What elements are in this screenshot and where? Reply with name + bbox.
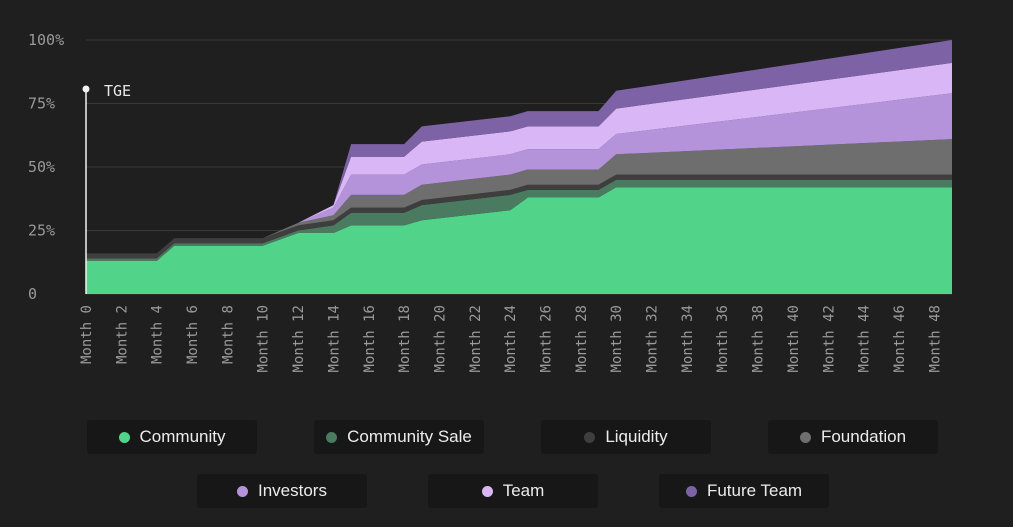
stacked-areas <box>86 40 952 294</box>
area-community <box>86 187 952 294</box>
tge-marker <box>82 85 90 93</box>
legend-label: Community <box>139 427 226 446</box>
legend-item-investors[interactable]: Investors <box>197 474 367 508</box>
x-tick-label: Month 28 <box>574 305 590 372</box>
legend-row-2: Investors Team Future Team <box>0 474 1013 508</box>
x-tick-label: Month 12 <box>291 305 307 372</box>
legend-item-foundation[interactable]: Foundation <box>768 420 938 454</box>
x-tick-label: Month 32 <box>645 305 661 372</box>
x-tick-label: Month 2 <box>114 305 130 364</box>
x-tick-label: Month 48 <box>927 305 943 372</box>
x-tick-label: Month 22 <box>468 305 484 372</box>
legend-label: Future Team <box>706 481 803 500</box>
x-tick-label: Month 34 <box>680 305 696 372</box>
liquidity-swatch-icon <box>584 431 596 443</box>
foundation-swatch-icon <box>799 431 811 443</box>
community-swatch-icon <box>118 431 130 443</box>
legend-item-community-sale[interactable]: Community Sale <box>314 420 484 454</box>
community-sale-swatch-icon <box>326 431 338 443</box>
x-tick-label: Month 20 <box>432 305 448 372</box>
x-tick-label: Month 6 <box>185 305 201 364</box>
future-team-swatch-icon <box>685 485 697 497</box>
x-tick-label: Month 14 <box>326 305 342 372</box>
x-tick-label: Month 16 <box>362 305 378 372</box>
x-tick-label: Month 24 <box>503 305 519 372</box>
vesting-chart: 0 25% 50% 75% 100% TGE Month 0 Month 2 Month 4… <box>28 31 952 372</box>
x-tick-label: Month 10 <box>256 305 272 372</box>
area-team <box>86 62 952 254</box>
area-liquidity <box>86 174 952 259</box>
tge-annotation: TGE <box>82 82 131 294</box>
x-tick-label: Month 4 <box>150 305 166 364</box>
legend-label: Foundation <box>820 427 907 446</box>
x-tick-label: Month 30 <box>609 305 625 372</box>
y-axis-ticks: 0 25% 50% 75% 100% <box>28 31 64 303</box>
x-axis-ticks: Month 0 Month 2 Month 4 Month 6 Month 8 Month… <box>79 305 943 372</box>
tge-label: TGE <box>104 82 131 100</box>
investors-swatch-icon <box>237 485 248 497</box>
x-tick-label: Month 8 <box>220 305 236 364</box>
y-tick-label: 25% <box>28 222 55 240</box>
x-tick-label: Month 44 <box>857 305 873 372</box>
y-tick-label: 100% <box>28 31 64 49</box>
y-tick-label: 0 <box>28 285 37 303</box>
area-foundation <box>86 139 952 254</box>
area-investors <box>86 93 952 254</box>
x-tick-label: Month 26 <box>539 305 555 372</box>
area-future-team <box>86 40 952 254</box>
legend-row-1: Community Community Sale Liquidity Found… <box>0 420 1013 454</box>
x-tick-label: Month 40 <box>786 305 802 372</box>
x-tick-label: Month 46 <box>892 305 908 372</box>
legend-label: Investors <box>258 481 327 500</box>
y-tick-label: 50% <box>28 158 55 176</box>
legend-item-team[interactable]: Team <box>428 474 598 508</box>
legend-item-community[interactable]: Community <box>87 420 257 454</box>
x-tick-label: Month 0 <box>79 305 95 364</box>
legend-label: Community Sale <box>347 427 472 446</box>
x-tick-label: Month 18 <box>397 305 413 372</box>
legend-item-liquidity[interactable]: Liquidity <box>541 420 711 454</box>
legend-label: Liquidity <box>605 427 668 446</box>
area-community-sale <box>86 179 952 261</box>
x-tick-label: Month 42 <box>821 305 837 372</box>
legend-item-future-team[interactable]: Future Team <box>659 474 829 508</box>
team-swatch-icon <box>481 485 493 497</box>
legend-label: Team <box>502 481 545 500</box>
y-tick-label: 75% <box>28 95 55 113</box>
x-tick-label: Month 36 <box>715 305 731 372</box>
x-tick-label: Month 38 <box>751 305 767 372</box>
